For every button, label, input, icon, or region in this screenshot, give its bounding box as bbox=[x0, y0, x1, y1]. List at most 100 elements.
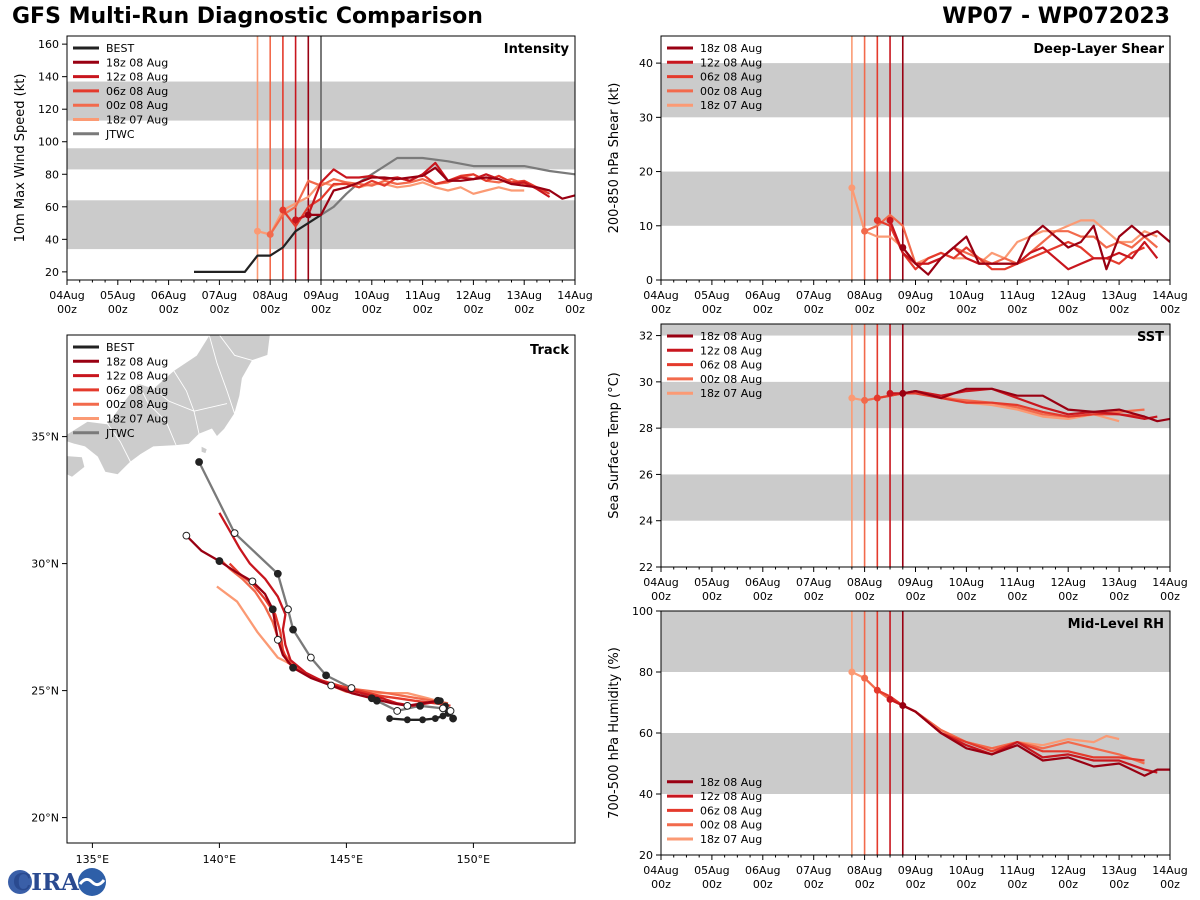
intensity-series-start-point bbox=[254, 227, 261, 235]
sst-legend-label: 18z 08 Aug bbox=[700, 330, 762, 343]
rh-xtick-hour: 00z bbox=[957, 878, 977, 891]
sst-ytick-label: 26 bbox=[639, 468, 653, 481]
track-ytick-label: 35°N bbox=[31, 431, 59, 444]
shear-series-start-point bbox=[899, 243, 907, 251]
shear-ytick-label: 30 bbox=[639, 111, 653, 124]
shear-xtick-label: 07Aug bbox=[796, 289, 831, 302]
intensity-xtick-label: 07Aug bbox=[202, 289, 237, 302]
sst-xtick-label: 04Aug bbox=[643, 576, 678, 589]
rh-xtick-hour: 00z bbox=[906, 878, 926, 891]
shear-xtick-hour: 00z bbox=[651, 303, 671, 316]
track-marker-forecast bbox=[268, 605, 277, 614]
shear-xtick-label: 10Aug bbox=[949, 289, 984, 302]
shear-xtick-label: 14Aug bbox=[1152, 289, 1187, 302]
intensity-series-line bbox=[257, 181, 525, 236]
figure-title: GFS Multi-Run Diagnostic Comparison bbox=[12, 4, 483, 29]
rh-legend-label: 00z 08 Aug bbox=[700, 819, 762, 832]
intensity-xtick-hour: 00z bbox=[311, 303, 331, 316]
track-marker-jtwc bbox=[230, 529, 239, 538]
track-marker-jtwc bbox=[446, 707, 455, 715]
track-line bbox=[198, 461, 455, 720]
track-marker-jtwc bbox=[289, 625, 297, 634]
track-marker-forecast bbox=[433, 696, 442, 705]
intensity-legend-label: 12z 08 Aug bbox=[106, 71, 168, 84]
intensity-ytick-label: 20 bbox=[45, 266, 59, 279]
prefecture-border bbox=[208, 335, 236, 414]
track-legend-label: 18z 07 Aug bbox=[106, 413, 168, 426]
rh-title: Mid-Level RH bbox=[1068, 617, 1164, 632]
rh-xtick-hour: 00z bbox=[855, 878, 875, 891]
sst-ylabel: Sea Surface Temp (°C) bbox=[607, 372, 622, 519]
intensity-series-line bbox=[320, 156, 575, 216]
intensity-ytick-label: 120 bbox=[38, 103, 59, 116]
globe-icon bbox=[8, 870, 32, 894]
rh-xtick-hour: 00z bbox=[1160, 878, 1180, 891]
intensity-series-line bbox=[269, 173, 538, 236]
sst-series-start-point bbox=[886, 389, 894, 397]
rh-series-start-point bbox=[899, 702, 907, 710]
shear-xtick-hour: 00z bbox=[1109, 303, 1129, 316]
intensity-xtick-label: 06Aug bbox=[151, 289, 186, 302]
shear-ylabel: 200-850 hPa Shear (kt) bbox=[607, 83, 622, 234]
intensity-series-start-point bbox=[279, 206, 287, 214]
shear-xtick-label: 09Aug bbox=[898, 289, 933, 302]
track-xtick-label: 145°E bbox=[330, 853, 363, 866]
track-marker-best bbox=[419, 716, 426, 724]
sst-xtick-hour: 00z bbox=[855, 590, 875, 603]
track-marker-best bbox=[439, 712, 447, 720]
track-marker-forecast bbox=[403, 701, 412, 710]
track-frame bbox=[66, 334, 576, 844]
intensity-ylabel: 10m Max Wind Speed (kt) bbox=[13, 74, 28, 243]
shear-xtick-label: 04Aug bbox=[643, 289, 678, 302]
rh-series-start-point bbox=[873, 686, 881, 694]
rh-xtick-hour: 00z bbox=[1058, 878, 1078, 891]
track-marker-best bbox=[386, 715, 393, 722]
sst-legend-label: 06z 08 Aug bbox=[700, 359, 762, 372]
track-marker-forecast bbox=[248, 577, 257, 586]
track-marker-jtwc bbox=[306, 653, 315, 662]
rh-series-start-point bbox=[886, 695, 894, 703]
track-xtick-label: 150°E bbox=[457, 853, 490, 866]
intensity-xtick-hour: 00z bbox=[565, 303, 585, 316]
rh-series-start-point bbox=[848, 668, 856, 676]
cira-logo: CIRA bbox=[8, 868, 106, 896]
storm-id: WP07 - WP072023 bbox=[942, 4, 1170, 29]
intensity-xtick-hour: 00z bbox=[57, 303, 77, 316]
track-title: Track bbox=[530, 343, 569, 358]
rh-xtick-hour: 00z bbox=[804, 878, 824, 891]
intensity-series-start-point bbox=[292, 216, 300, 224]
shear-legend-label: 18z 07 Aug bbox=[700, 99, 762, 112]
sst-xtick-label: 07Aug bbox=[796, 576, 831, 589]
shear-series-start-point bbox=[886, 216, 894, 224]
sst-xtick-hour: 00z bbox=[957, 590, 977, 603]
intensity-ytick-label: 80 bbox=[45, 168, 59, 181]
seal-wave-icon bbox=[78, 877, 106, 887]
sst-series-line bbox=[902, 387, 1170, 423]
intensity-series-line bbox=[308, 166, 575, 216]
rh-xtick-hour: 00z bbox=[1007, 878, 1027, 891]
shear-panel: 04Aug00z05Aug00z06Aug00z07Aug00z08Aug00z… bbox=[607, 35, 1188, 316]
sst-series-group bbox=[848, 387, 1170, 423]
rh-series-line bbox=[902, 704, 1170, 777]
track-legend-label: 06z 08 Aug bbox=[106, 384, 168, 397]
sst-ytick-label: 22 bbox=[639, 561, 653, 574]
sst-ytick-label: 32 bbox=[639, 330, 653, 343]
rh-legend-label: 18z 08 Aug bbox=[700, 776, 762, 789]
track-marker-forecast bbox=[215, 557, 224, 565]
track-line bbox=[228, 562, 451, 707]
intensity-title: Intensity bbox=[504, 42, 570, 57]
shear-series-line bbox=[901, 224, 1170, 276]
shear-legend-label: 06z 08 Aug bbox=[700, 71, 762, 84]
shear-xtick-hour: 00z bbox=[1007, 303, 1027, 316]
sst-xtick-label: 10Aug bbox=[949, 576, 984, 589]
sst-band-0 bbox=[661, 474, 1170, 521]
sst-ytick-label: 28 bbox=[639, 422, 653, 435]
rh-xtick-label: 13Aug bbox=[1101, 864, 1136, 877]
logo-text: CIRA bbox=[13, 869, 80, 896]
track-legend-label: 18z 08 Aug bbox=[106, 355, 168, 368]
sst-xtick-hour: 00z bbox=[702, 590, 722, 603]
track-panel: 135°E 140°E 145°E 150°E 20°N 25°N 30°N 35°N Trac… bbox=[31, 334, 576, 866]
track-marker-best bbox=[403, 716, 411, 724]
intensity-ytick-label: 40 bbox=[45, 233, 59, 246]
